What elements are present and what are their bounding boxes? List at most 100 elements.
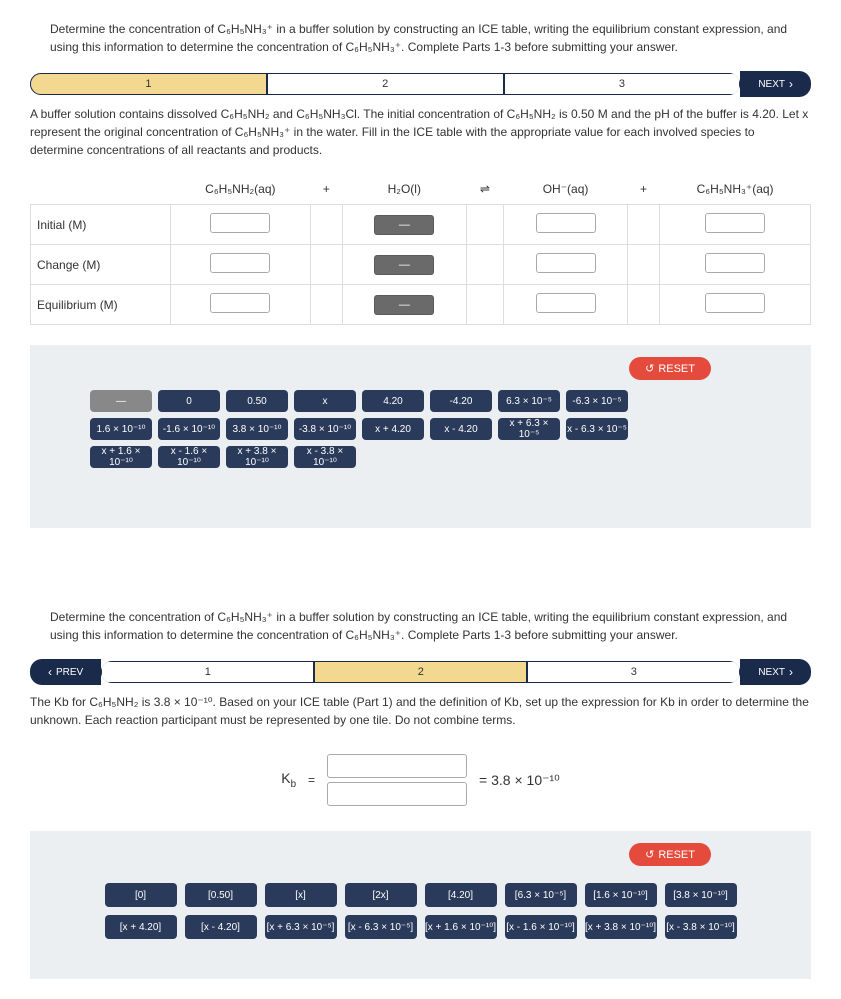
row-label: Initial (M) xyxy=(31,205,171,245)
drop-slot[interactable] xyxy=(210,253,270,273)
tile-area-part2: ↺ RESET [0] [0.50] [x] [2x] [4.20] [6.3 … xyxy=(30,831,811,979)
header-species: C₆H₅NH₂(aq) xyxy=(171,174,311,205)
progress-nav-part1: 1 2 3 NEXT › xyxy=(30,71,811,97)
kb-label: Kb xyxy=(281,770,296,790)
tile-rows: — 0 0.50 x 4.20 -4.20 6.3 × 10⁻⁵ -6.3 × … xyxy=(90,390,791,468)
tile[interactable]: -6.3 × 10⁻⁵ xyxy=(566,390,628,412)
tile-row: x + 1.6 × 10⁻¹⁰ x - 1.6 × 10⁻¹⁰ x + 3.8 … xyxy=(90,446,356,468)
reset-button[interactable]: ↺ RESET xyxy=(629,843,711,866)
header-plus: + xyxy=(310,174,342,205)
drop-slot-disabled: — xyxy=(374,255,434,275)
tile-rows: [0] [0.50] [x] [2x] [4.20] [6.3 × 10⁻⁵] … xyxy=(50,883,791,939)
next-label: NEXT xyxy=(758,667,785,678)
tile[interactable]: [1.6 × 10⁻¹⁰] xyxy=(585,883,657,907)
step-2[interactable]: 2 xyxy=(314,661,527,683)
tile[interactable]: 6.3 × 10⁻⁵ xyxy=(498,390,560,412)
drop-slot[interactable] xyxy=(536,253,596,273)
tile-row: — 0 0.50 x 4.20 -4.20 6.3 × 10⁻⁵ -6.3 × … xyxy=(90,390,628,412)
tile[interactable]: x - 1.6 × 10⁻¹⁰ xyxy=(158,446,220,468)
prev-label: PREV xyxy=(56,667,83,678)
tile[interactable]: 1.6 × 10⁻¹⁰ xyxy=(90,418,152,440)
progress-nav-part2: ‹ PREV 1 2 3 NEXT › xyxy=(30,659,811,685)
tile[interactable]: — xyxy=(90,390,152,412)
tile[interactable]: x xyxy=(294,390,356,412)
header-blank xyxy=(31,174,171,205)
next-label: NEXT xyxy=(758,79,785,90)
kb-result: = 3.8 × 10⁻¹⁰ xyxy=(479,772,560,789)
step-2[interactable]: 2 xyxy=(267,73,504,95)
row-label: Equilibrium (M) xyxy=(31,285,171,325)
drop-slot[interactable] xyxy=(705,213,765,233)
header-h2o: H₂O(l) xyxy=(342,174,466,205)
table-row: Initial (M) — xyxy=(31,205,811,245)
subtext-part2: The Kb for C₆H₅NH₂ is 3.8 × 10⁻¹⁰. Based… xyxy=(30,693,811,729)
drop-slot[interactable] xyxy=(536,213,596,233)
tile[interactable]: x + 3.8 × 10⁻¹⁰ xyxy=(226,446,288,468)
tile[interactable]: [x] xyxy=(265,883,337,907)
step-1[interactable]: 1 xyxy=(101,661,314,683)
progress-bar: 1 2 3 xyxy=(101,661,740,683)
kb-expression: Kb = = 3.8 × 10⁻¹⁰ xyxy=(20,754,821,806)
tile[interactable]: -4.20 xyxy=(430,390,492,412)
tile[interactable]: x - 3.8 × 10⁻¹⁰ xyxy=(294,446,356,468)
tile[interactable]: [x - 3.8 × 10⁻¹⁰] xyxy=(665,915,737,939)
reset-button[interactable]: ↺ RESET xyxy=(629,357,711,380)
drop-slot-disabled: — xyxy=(374,215,434,235)
tile[interactable]: 4.20 xyxy=(362,390,424,412)
next-button[interactable]: NEXT › xyxy=(740,71,811,97)
drop-slot[interactable] xyxy=(705,253,765,273)
tile-row: [x + 4.20] [x - 4.20] [x + 6.3 × 10⁻⁵] [… xyxy=(105,915,737,939)
tile[interactable]: [x + 6.3 × 10⁻⁵] xyxy=(265,915,337,939)
tile[interactable]: [0.50] xyxy=(185,883,257,907)
tile[interactable]: [x + 3.8 × 10⁻¹⁰] xyxy=(585,915,657,939)
tile[interactable]: [x + 1.6 × 10⁻¹⁰] xyxy=(425,915,497,939)
reset-label: RESET xyxy=(658,849,695,861)
tile[interactable]: -3.8 × 10⁻¹⁰ xyxy=(294,418,356,440)
header-equil: ⇌ xyxy=(466,174,503,205)
tile[interactable]: x - 4.20 xyxy=(430,418,492,440)
tile[interactable]: x + 6.3 × 10⁻⁵ xyxy=(498,418,560,440)
drop-slot-disabled: — xyxy=(374,295,434,315)
kb-fraction xyxy=(327,754,467,806)
chevron-right-icon: › xyxy=(789,77,793,91)
progress-bar: 1 2 3 xyxy=(30,73,740,95)
tile[interactable]: x + 1.6 × 10⁻¹⁰ xyxy=(90,446,152,468)
ice-table: C₆H₅NH₂(aq) + H₂O(l) ⇌ OH⁻(aq) + C₆H₅NH₃… xyxy=(30,174,811,325)
drop-slot[interactable] xyxy=(210,213,270,233)
row-label: Change (M) xyxy=(31,245,171,285)
next-button[interactable]: NEXT › xyxy=(740,659,811,685)
kb-numerator-slot[interactable] xyxy=(327,754,467,778)
chevron-right-icon: › xyxy=(789,665,793,679)
tile[interactable]: [3.8 × 10⁻¹⁰] xyxy=(665,883,737,907)
table-row: Change (M) — xyxy=(31,245,811,285)
step-3[interactable]: 3 xyxy=(504,73,741,95)
tile[interactable]: [0] xyxy=(105,883,177,907)
drop-slot[interactable] xyxy=(210,293,270,313)
tile[interactable]: [6.3 × 10⁻⁵] xyxy=(505,883,577,907)
kb-denominator-slot[interactable] xyxy=(327,782,467,806)
step-1[interactable]: 1 xyxy=(30,73,267,95)
tile[interactable]: [x + 4.20] xyxy=(105,915,177,939)
reset-label: RESET xyxy=(658,363,695,375)
tile-row: 1.6 × 10⁻¹⁰ -1.6 × 10⁻¹⁰ 3.8 × 10⁻¹⁰ -3.… xyxy=(90,418,628,440)
tile[interactable]: 0 xyxy=(158,390,220,412)
tile[interactable]: 0.50 xyxy=(226,390,288,412)
subtext-part1: A buffer solution contains dissolved C₆H… xyxy=(30,105,811,159)
step-3[interactable]: 3 xyxy=(527,661,740,683)
drop-slot[interactable] xyxy=(705,293,765,313)
tile[interactable]: 3.8 × 10⁻¹⁰ xyxy=(226,418,288,440)
tile[interactable]: -1.6 × 10⁻¹⁰ xyxy=(158,418,220,440)
tile[interactable]: [4.20] xyxy=(425,883,497,907)
tile[interactable]: [x - 6.3 × 10⁻⁵] xyxy=(345,915,417,939)
tile[interactable]: x - 6.3 × 10⁻⁵ xyxy=(566,418,628,440)
header-plus2: + xyxy=(627,174,659,205)
header-conj: C₆H₅NH₃⁺(aq) xyxy=(660,174,811,205)
drop-slot[interactable] xyxy=(536,293,596,313)
tile[interactable]: x + 4.20 xyxy=(362,418,424,440)
tile[interactable]: [x - 1.6 × 10⁻¹⁰] xyxy=(505,915,577,939)
tile[interactable]: [2x] xyxy=(345,883,417,907)
tile-area-part1: ↺ RESET — 0 0.50 x 4.20 -4.20 6.3 × 10⁻⁵… xyxy=(30,345,811,528)
tile[interactable]: [x - 4.20] xyxy=(185,915,257,939)
reset-icon: ↺ xyxy=(645,848,654,861)
prev-button[interactable]: ‹ PREV xyxy=(30,659,101,685)
